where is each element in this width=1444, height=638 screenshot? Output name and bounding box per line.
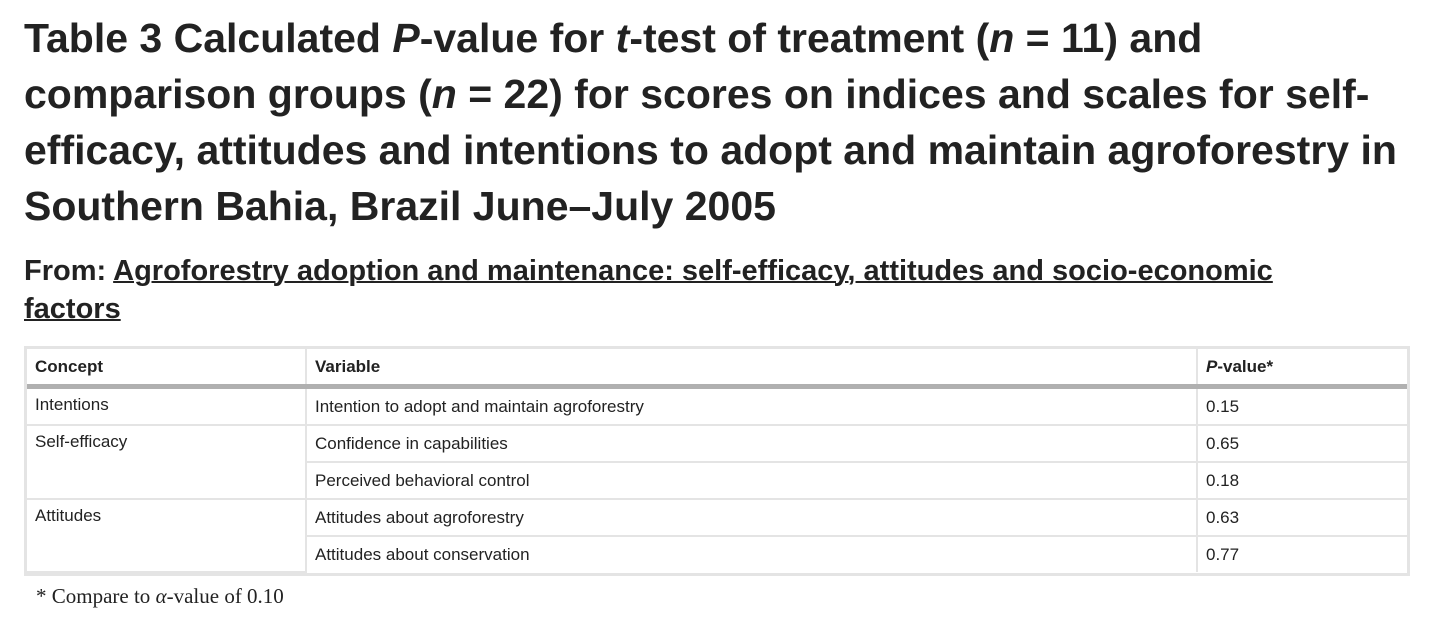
- table-row: Intentions Intention to adopt and mainta…: [27, 386, 1407, 426]
- variable-cell: Attitudes about conservation: [306, 536, 1198, 572]
- title-p-symbol: P: [392, 15, 420, 61]
- table-row: Self-efficacy Confidence in capabilities…: [27, 425, 1407, 500]
- title-part5: = 22) for scores on indices and scales f…: [24, 71, 1397, 229]
- concept-cell: Self-efficacy: [27, 425, 307, 500]
- source-line: From: Agroforestry adoption and maintena…: [24, 252, 1324, 328]
- title-part2: -value for: [419, 15, 616, 61]
- table-header: Concept Variable P-value*: [27, 349, 1407, 389]
- title-part4: = 11) and comparison groups (: [24, 15, 1203, 117]
- source-article-link[interactable]: Agroforestry adoption and maintenance: s…: [24, 255, 1273, 325]
- table-footnote: * Compare to α-value of 0.10: [36, 584, 284, 609]
- table-row: Attitudes Attitudes about agroforestry 0…: [27, 499, 1407, 573]
- header-pvalue: P-value*: [1197, 349, 1407, 389]
- title-t-symbol: t: [615, 15, 630, 61]
- pvalue-cell: 0.63: [1197, 499, 1407, 537]
- header-variable: Variable: [306, 349, 1198, 389]
- header-row: Concept Variable P-value*: [27, 349, 1407, 389]
- table-row: Perceived behavioral control 0.18: [27, 462, 1407, 500]
- header-concept: Concept: [27, 349, 307, 389]
- pvalue-cell: 0.77: [1206, 545, 1240, 564]
- header-pvalue-symbol: P: [1206, 357, 1218, 376]
- variable-cell: Confidence in capabilities: [306, 425, 1198, 463]
- pvalue-cell: 0.65: [1197, 425, 1407, 463]
- variable-cell: Attitudes about agroforestry: [306, 499, 1198, 537]
- source-prefix: From:: [24, 255, 114, 287]
- footnote-suffix: -value of 0.10: [166, 584, 284, 608]
- variable-cell: Perceived behavioral control: [306, 462, 1198, 500]
- table-body: Intentions Intention to adopt and mainta…: [27, 386, 1407, 573]
- pvalue-cell: 0.18: [1197, 462, 1407, 500]
- concept-cell: Intentions: [27, 386, 307, 426]
- table-row: Attitudes about conservation 0.77: [27, 536, 1407, 572]
- results-table: Concept Variable P-value* Intentions Int…: [27, 349, 1407, 573]
- header-pvalue-rest: -value*: [1217, 357, 1274, 376]
- concept-cell: Attitudes: [27, 499, 307, 573]
- title-n1-symbol: n: [989, 15, 1015, 61]
- results-table-container: Concept Variable P-value* Intentions Int…: [24, 346, 1410, 576]
- variable-cell: Intention to adopt and maintain agrofore…: [306, 386, 1198, 426]
- footnote-prefix: * Compare to: [36, 584, 156, 608]
- table-title: Table 3 Calculated P-value for t-test of…: [24, 10, 1404, 234]
- pvalue-cell: 0.15: [1197, 386, 1407, 426]
- footnote-alpha-symbol: α: [155, 584, 167, 608]
- title-n2-symbol: n: [431, 71, 457, 117]
- title-part1: Table 3 Calculated: [24, 15, 393, 61]
- title-part3: -test of treatment (: [629, 15, 990, 61]
